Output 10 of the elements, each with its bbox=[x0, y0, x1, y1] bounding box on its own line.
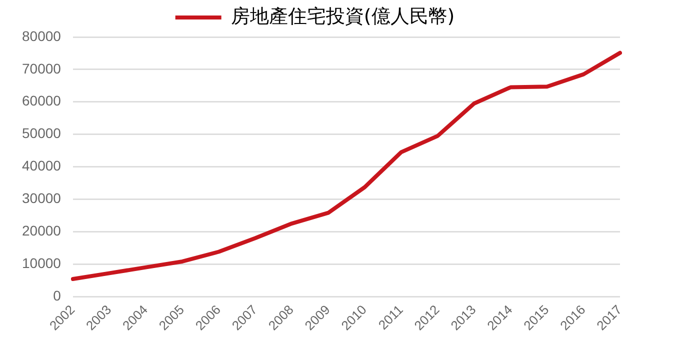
y-tick-label: 40000 bbox=[22, 158, 62, 174]
y-tick-label: 80000 bbox=[22, 28, 62, 44]
y-tick-label: 70000 bbox=[22, 60, 62, 76]
y-tick-label: 30000 bbox=[22, 190, 62, 206]
y-tick-label: 10000 bbox=[22, 254, 62, 271]
y-tick-label: 50000 bbox=[22, 125, 62, 142]
y-tick-label: 60000 bbox=[22, 92, 62, 109]
y-tick-label: 0 bbox=[53, 287, 62, 304]
y-tick-label: 20000 bbox=[22, 222, 62, 238]
legend-label: 房地產住宅投資(億人民幣) bbox=[230, 5, 455, 28]
